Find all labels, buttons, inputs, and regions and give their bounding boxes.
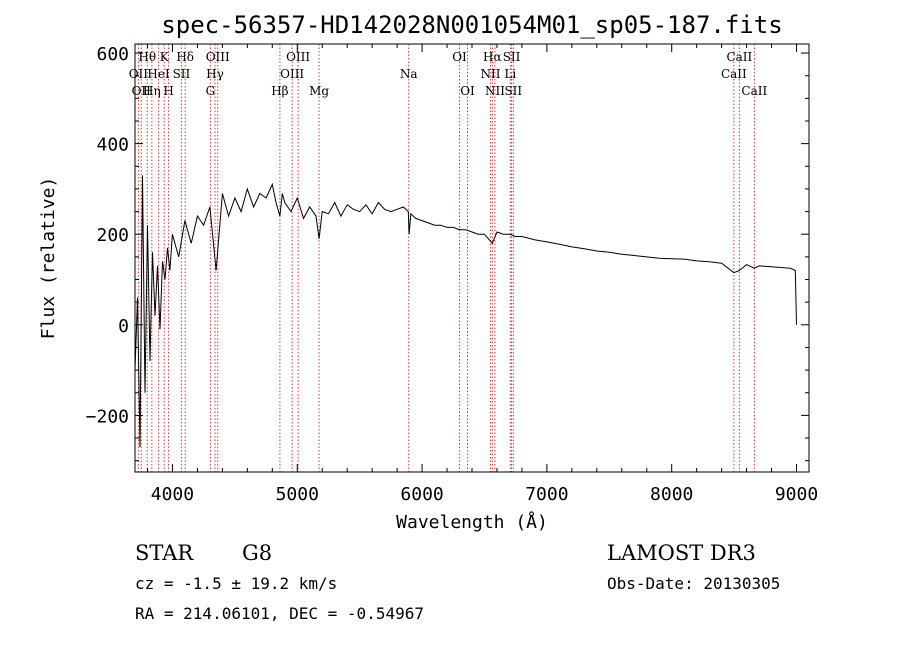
line-marker-label: OIII — [206, 50, 230, 64]
line-marker-label: CaII — [721, 67, 747, 81]
survey-name: LAMOST DR3 — [607, 541, 756, 565]
line-marker-label: G — [206, 84, 216, 98]
line-marker-label: Hβ — [271, 84, 288, 98]
line-marker-label: K — [160, 50, 170, 64]
line-marker-label: SII — [503, 50, 521, 64]
line-marker-label: CaII — [726, 50, 752, 64]
y-axis-label: Flux (relative) — [38, 177, 59, 340]
line-marker-label: SII — [504, 84, 522, 98]
line-marker-label: OIII — [286, 50, 310, 64]
y-tick-label: 0 — [118, 316, 129, 337]
x-axis-label: Wavelength (Å) — [396, 511, 548, 533]
line-marker-label: Mg — [309, 84, 329, 98]
line-marker-label: SII — [173, 67, 191, 81]
x-tick-label: 9000 — [775, 484, 818, 505]
line-marker-label: OI — [452, 50, 467, 64]
line-marker-label: H — [163, 84, 173, 98]
emission-line-labels: OIIOIIHθHηHeIKHSIIHδGHγOIIIHβOIIIOIIIMgN… — [129, 50, 768, 98]
x-tick-label: 4000 — [151, 484, 194, 505]
x-tick-label: 5000 — [276, 484, 319, 505]
x-tick-label: 8000 — [650, 484, 693, 505]
y-tick-label: −200 — [86, 406, 129, 427]
line-marker-label: OII — [132, 84, 152, 98]
line-marker-label: Li — [504, 67, 516, 81]
obs-date-readout: Obs-Date: 20130305 — [607, 574, 780, 593]
y-axis-ticks: −200 0 200 400 600 — [86, 44, 809, 462]
y-tick-label: 400 — [96, 135, 129, 156]
emission-line-markers — [137, 44, 755, 472]
object-subclass: G8 — [242, 541, 272, 565]
plot-frame — [134, 43, 810, 473]
y-tick-label: 600 — [96, 44, 129, 65]
line-marker-label: CaII — [741, 84, 767, 98]
x-tick-label: 6000 — [400, 484, 443, 505]
chart-title: spec-56357-HD142028N001054M01_sp05-187.f… — [161, 11, 782, 39]
line-marker-label: Hγ — [206, 67, 224, 81]
line-marker-label: HeI — [147, 67, 170, 81]
line-marker-label: OI — [460, 84, 475, 98]
line-marker-label: Na — [400, 67, 418, 81]
redshift-readout: cz = -1.5 ± 19.2 km/s — [135, 574, 337, 593]
line-marker-label: Hδ — [176, 50, 194, 64]
object-class: STAR — [135, 541, 194, 565]
y-tick-label: 200 — [96, 225, 129, 246]
line-marker-label: OII — [129, 67, 149, 81]
x-axis-ticks: 4000 5000 6000 7000 8000 9000 — [146, 44, 818, 505]
line-marker-label: OIII — [280, 67, 304, 81]
x-tick-label: 7000 — [525, 484, 568, 505]
line-marker-label: Hα — [483, 50, 502, 64]
coordinates-readout: RA = 214.06101, DEC = -0.54967 — [135, 604, 424, 623]
line-marker-label: NII — [480, 67, 500, 81]
spectrum-series-line — [134, 175, 797, 448]
line-marker-label: Hθ — [138, 50, 156, 64]
line-marker-label: Hη — [143, 84, 161, 98]
line-marker-label: NII — [485, 84, 505, 98]
